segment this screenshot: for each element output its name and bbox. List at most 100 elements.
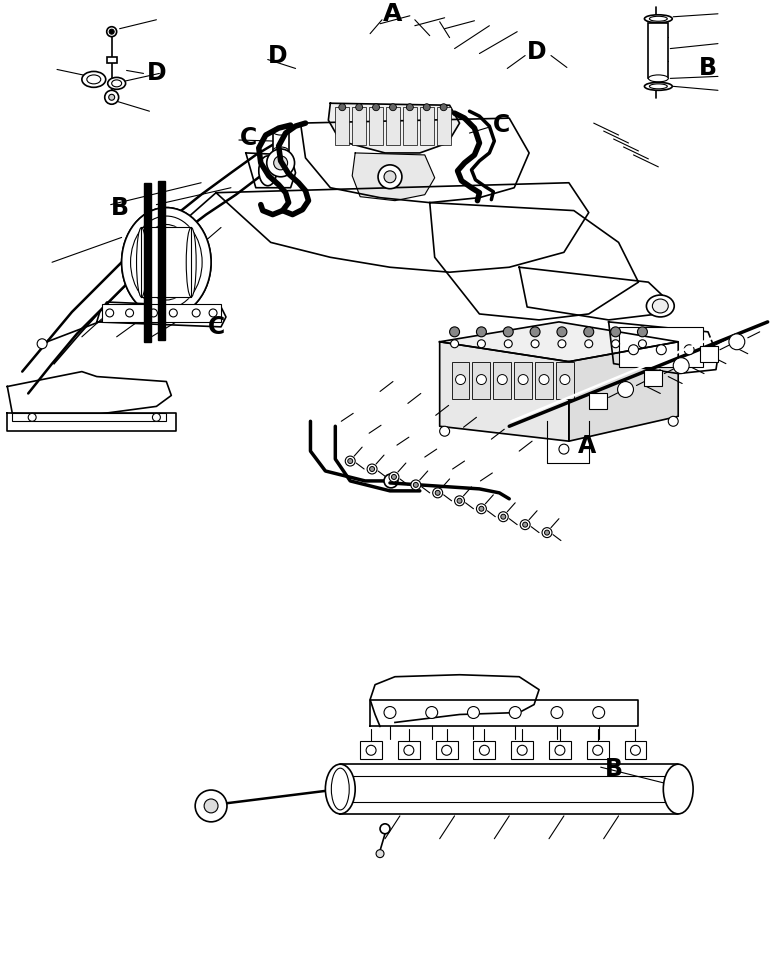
Circle shape <box>411 480 421 490</box>
Circle shape <box>479 745 489 755</box>
Ellipse shape <box>649 84 667 89</box>
Polygon shape <box>7 372 171 417</box>
Ellipse shape <box>186 227 196 297</box>
Circle shape <box>518 375 528 384</box>
Circle shape <box>384 707 396 718</box>
Circle shape <box>423 103 430 111</box>
Bar <box>12 413 166 422</box>
Circle shape <box>611 327 621 337</box>
Circle shape <box>656 345 666 354</box>
Ellipse shape <box>652 299 669 313</box>
Circle shape <box>631 745 641 755</box>
Circle shape <box>531 340 539 348</box>
Circle shape <box>611 340 620 348</box>
Circle shape <box>376 850 384 857</box>
Bar <box>700 346 718 362</box>
Text: B: B <box>604 757 622 781</box>
Circle shape <box>729 333 745 350</box>
Bar <box>420 107 434 145</box>
Ellipse shape <box>646 295 674 317</box>
Circle shape <box>267 148 295 177</box>
Circle shape <box>435 490 440 495</box>
Circle shape <box>593 745 603 755</box>
Ellipse shape <box>108 78 126 89</box>
Bar <box>452 362 469 399</box>
Circle shape <box>440 103 447 111</box>
Bar <box>107 57 117 63</box>
Circle shape <box>449 327 459 337</box>
Polygon shape <box>141 227 191 297</box>
Text: C: C <box>493 113 510 137</box>
Polygon shape <box>96 302 226 327</box>
Ellipse shape <box>645 82 672 90</box>
Circle shape <box>366 745 376 755</box>
Circle shape <box>544 530 550 536</box>
Circle shape <box>498 512 508 522</box>
Bar <box>361 741 382 760</box>
Ellipse shape <box>86 75 101 84</box>
Circle shape <box>455 496 465 506</box>
Ellipse shape <box>325 764 355 814</box>
Circle shape <box>551 707 563 718</box>
Circle shape <box>555 745 565 755</box>
Text: A: A <box>383 2 403 26</box>
Circle shape <box>378 165 402 189</box>
Circle shape <box>530 327 540 337</box>
Polygon shape <box>300 118 529 203</box>
Ellipse shape <box>331 768 349 810</box>
Text: B: B <box>699 57 717 80</box>
Polygon shape <box>440 342 569 442</box>
Circle shape <box>468 707 479 718</box>
Ellipse shape <box>273 147 289 155</box>
Circle shape <box>367 464 377 474</box>
Circle shape <box>370 467 374 471</box>
Ellipse shape <box>649 16 667 21</box>
Polygon shape <box>144 183 151 342</box>
Circle shape <box>442 745 452 755</box>
Circle shape <box>37 339 47 349</box>
Ellipse shape <box>259 156 276 186</box>
Circle shape <box>204 799 218 813</box>
Bar <box>589 394 607 409</box>
Circle shape <box>542 528 552 537</box>
Circle shape <box>673 357 689 374</box>
Text: D: D <box>527 39 547 63</box>
Circle shape <box>684 345 694 354</box>
Circle shape <box>457 498 462 503</box>
Circle shape <box>504 340 513 348</box>
Circle shape <box>479 506 484 512</box>
Ellipse shape <box>122 208 211 317</box>
Circle shape <box>126 309 134 317</box>
Circle shape <box>195 790 227 822</box>
Bar <box>102 304 221 322</box>
Circle shape <box>425 707 438 718</box>
Circle shape <box>520 519 530 530</box>
Polygon shape <box>245 153 296 188</box>
Bar <box>403 107 417 145</box>
Ellipse shape <box>648 75 669 81</box>
Circle shape <box>638 327 648 337</box>
Circle shape <box>584 327 594 337</box>
Bar <box>535 362 553 399</box>
Bar <box>625 741 646 760</box>
Circle shape <box>669 417 679 426</box>
Bar <box>273 131 289 151</box>
Circle shape <box>152 413 161 422</box>
Polygon shape <box>158 181 165 340</box>
Circle shape <box>497 375 507 384</box>
Bar <box>648 23 669 79</box>
Bar <box>472 362 490 399</box>
Ellipse shape <box>384 474 398 488</box>
Circle shape <box>477 340 486 348</box>
Ellipse shape <box>273 127 289 135</box>
Bar <box>398 741 420 760</box>
Ellipse shape <box>130 217 202 308</box>
Bar <box>352 107 366 145</box>
Circle shape <box>169 309 178 317</box>
Polygon shape <box>430 203 638 320</box>
Bar <box>369 107 383 145</box>
Circle shape <box>510 707 521 718</box>
Circle shape <box>274 156 288 170</box>
Ellipse shape <box>147 234 185 291</box>
Polygon shape <box>328 103 459 153</box>
